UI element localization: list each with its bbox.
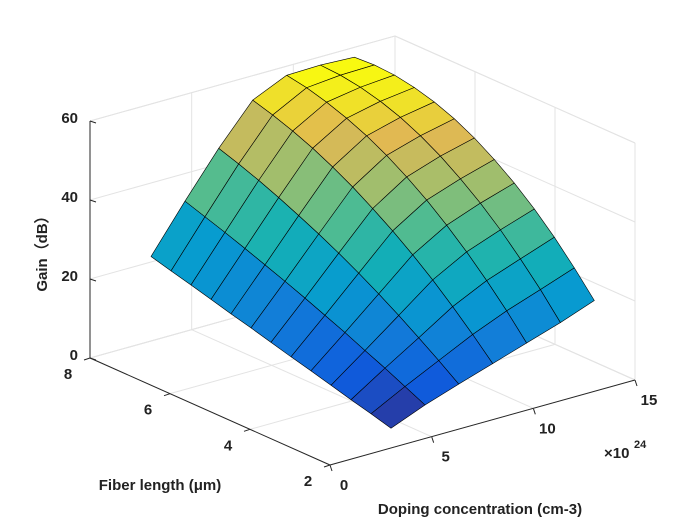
- z-tick: [89, 120, 97, 124]
- grid-line: [394, 35, 636, 144]
- z-tick: [89, 278, 97, 282]
- y-axis-label: Fiber length (μm): [99, 477, 222, 494]
- x-tick-label: 10: [539, 420, 556, 437]
- z-tick-label: 60: [61, 110, 78, 127]
- x-axis: [329, 379, 636, 466]
- grid-line: [89, 35, 396, 122]
- z-tick-label: 0: [70, 347, 78, 364]
- y-tick: [163, 393, 171, 397]
- x-tick: [532, 408, 536, 415]
- y-tick: [243, 428, 251, 432]
- surface-patch: [370, 386, 426, 429]
- x-multiplier-exponent: 24: [634, 439, 647, 451]
- x-axis-label: Doping concentration (cm-3): [378, 501, 582, 518]
- y-tick-label: 2: [304, 473, 312, 490]
- x-tick-label: 0: [340, 477, 348, 494]
- x-tick-label: 15: [641, 392, 658, 409]
- z-tick: [89, 199, 97, 203]
- y-tick-label: 8: [64, 366, 72, 383]
- x-tick-label: 5: [441, 449, 449, 466]
- z-tick-label: 40: [61, 189, 78, 206]
- z-axis-label: Gain（dB）: [33, 208, 51, 291]
- y-tick: [83, 357, 91, 361]
- x-tick: [431, 436, 435, 443]
- y-axis: [89, 357, 331, 466]
- x-multiplier: ×10: [604, 445, 629, 462]
- y-tick: [323, 464, 331, 468]
- y-tick-label: 4: [224, 437, 233, 454]
- z-tick-label: 20: [61, 268, 78, 285]
- x-tick: [634, 379, 638, 387]
- x-tick: [329, 464, 333, 472]
- y-tick-label: 6: [144, 402, 152, 419]
